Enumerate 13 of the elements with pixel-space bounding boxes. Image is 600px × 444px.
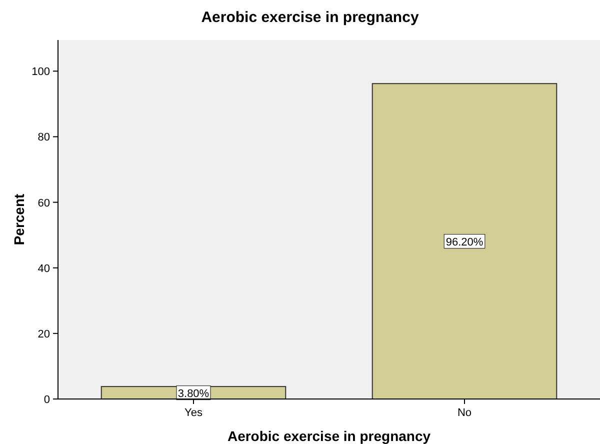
y-tick-label: 40 xyxy=(38,262,50,275)
y-tick-label: 100 xyxy=(32,66,50,78)
chart-title: Aerobic exercise in pregnancy xyxy=(201,9,420,26)
x-tick-label: No xyxy=(457,407,472,419)
data-label: 3.80% xyxy=(178,388,210,400)
x-tick-label: Yes xyxy=(184,407,203,419)
data-label: 96.20% xyxy=(446,236,484,248)
y-tick-label: 80 xyxy=(38,132,50,144)
x-axis-title: Aerobic exercise in pregnancy xyxy=(227,428,431,444)
y-tick-label: 0 xyxy=(44,394,50,406)
y-axis-title: Percent xyxy=(11,193,27,246)
y-tick-label: 20 xyxy=(38,328,50,340)
y-tick-label: 60 xyxy=(38,197,50,210)
